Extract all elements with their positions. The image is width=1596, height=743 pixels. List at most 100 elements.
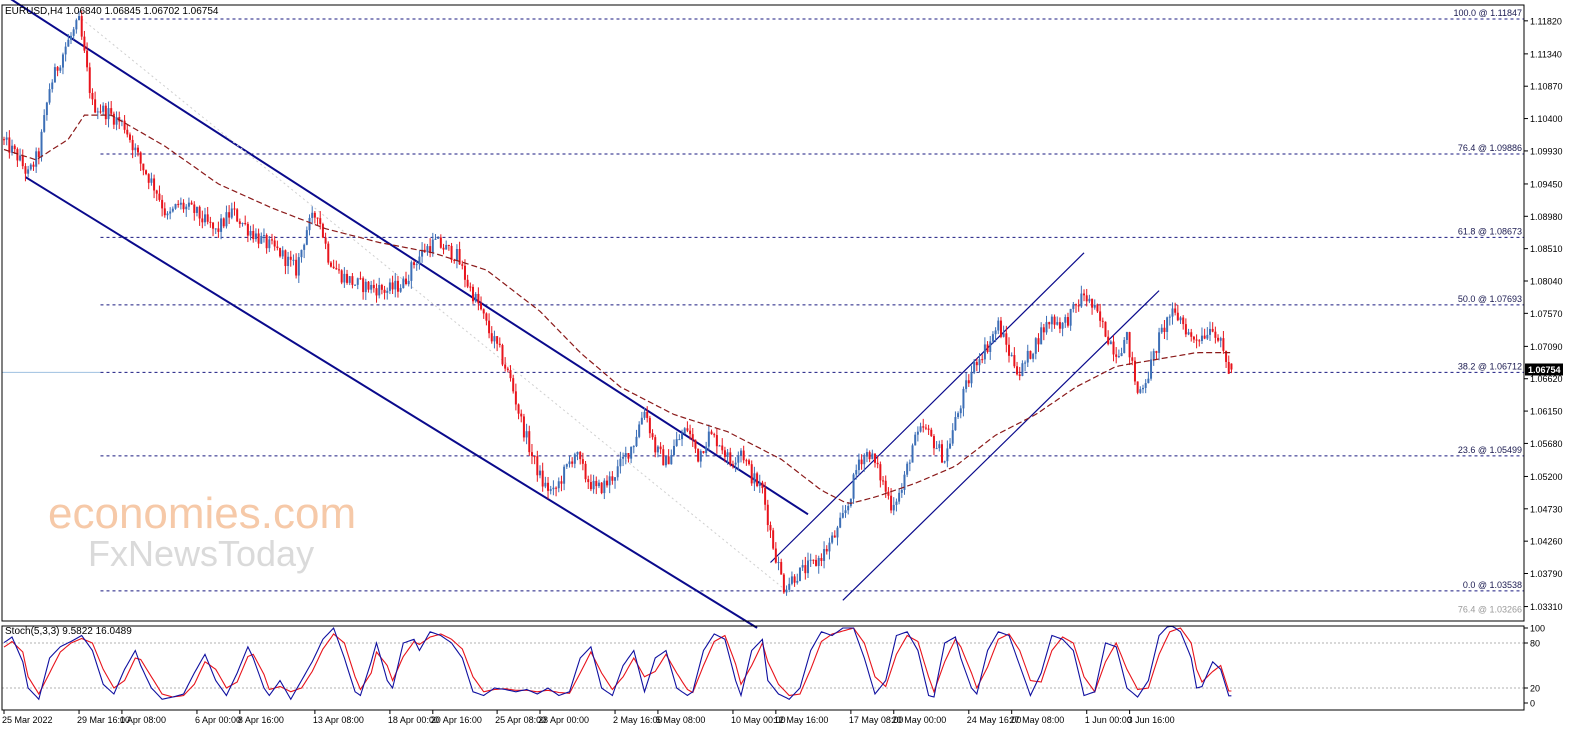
candle-bear (941, 444, 943, 463)
candle-bull (1144, 383, 1147, 388)
candle-bear (88, 67, 91, 93)
price-axis-label: 1.03790 (1530, 569, 1563, 579)
candle-bull (849, 498, 852, 506)
stoch-axis-label: 20 (1530, 684, 1540, 694)
candle-bear (1163, 327, 1166, 332)
candle-bear (147, 174, 150, 183)
candle-bull (169, 211, 172, 214)
last-price-label: 1.06754 (1528, 365, 1561, 375)
candle-bear (555, 487, 558, 489)
candle-bear (332, 266, 335, 269)
candle-bear (1182, 317, 1185, 325)
candle-bull (220, 218, 223, 232)
candle-bull (539, 470, 541, 476)
candle-bull (908, 462, 911, 464)
candle-bear (190, 202, 193, 205)
candle-bull (798, 567, 801, 581)
candle-bear (233, 208, 236, 210)
candle-bull (949, 443, 952, 449)
candle-bull (1219, 338, 1222, 341)
candle-bull (35, 151, 38, 167)
candle-bear (1174, 308, 1177, 313)
price-axis-label: 1.05200 (1530, 472, 1563, 482)
candle-bull (300, 249, 303, 258)
candle-bull (1120, 353, 1123, 357)
candle-bull (681, 433, 684, 440)
candle-bull (525, 431, 528, 438)
candle-bull (678, 439, 681, 441)
candle-bear (1227, 361, 1230, 374)
candle-bull (991, 334, 994, 342)
candle-bear (504, 364, 507, 369)
candle-bull (185, 206, 188, 210)
candle-bull (951, 430, 954, 444)
candle-bear (1184, 324, 1187, 335)
fib-level-label: 50.0 @ 1.07693 (1458, 294, 1522, 304)
candle-bear (1192, 336, 1195, 340)
uptrend-channel-line (770, 252, 1085, 563)
candle-bear (745, 460, 748, 462)
candle-bear (879, 464, 882, 481)
candle-bear (804, 565, 807, 574)
candle-bear (530, 452, 533, 457)
candle-bear (697, 448, 700, 462)
candle-bull (828, 542, 831, 552)
candle-bear (131, 139, 134, 151)
axes-layer: 1.11820 1.11340 1.10870 1.10400 1.09930 1.094… (1, 4, 1563, 725)
candle-bull (841, 513, 844, 518)
candle-bull (214, 228, 217, 230)
candle-bear (967, 380, 970, 384)
candle-bear (981, 359, 984, 361)
candle-bull (614, 477, 617, 481)
candle-bull (699, 451, 702, 462)
candle-bear (1230, 363, 1233, 370)
fib-level-label: 100.0 @ 1.11847 (1453, 8, 1522, 18)
candle-bear (627, 453, 630, 459)
candle-bear (198, 206, 201, 219)
candle-bear (662, 449, 665, 466)
candle-bear (24, 166, 27, 174)
candle-bull (616, 466, 619, 478)
candle-bear (1198, 340, 1201, 342)
candle-bear (764, 488, 767, 505)
candle-bull (597, 482, 600, 487)
candle-bull (916, 431, 919, 435)
candle-bear (123, 120, 126, 130)
candle-bull (640, 417, 643, 425)
price-axis-label: 1.08980 (1530, 212, 1563, 222)
candle-bear (21, 155, 24, 167)
candle-bull (965, 380, 968, 389)
candle-bear (498, 343, 501, 346)
candle-bear (284, 250, 287, 267)
candle-bear (930, 429, 933, 437)
candle-bear (338, 269, 340, 271)
candle-bear (391, 282, 394, 290)
candle-bear (1099, 311, 1102, 321)
candle-bear (876, 462, 879, 465)
candle-bear (1029, 350, 1032, 359)
candle-bear (1037, 338, 1040, 345)
candle-bear (986, 344, 989, 352)
moving-average-layer (3, 114, 1232, 504)
candle-bull (1026, 350, 1029, 363)
candle-bear (517, 404, 520, 414)
stoch-axis-label: 100 (1530, 624, 1545, 634)
candle-bear (1195, 339, 1198, 341)
candle-bear (257, 233, 260, 244)
candle-bull (670, 455, 673, 465)
price-axis-label: 1.03310 (1530, 602, 1563, 612)
candle-bull (900, 489, 903, 493)
candle-bull (573, 454, 576, 464)
candle-bear (1107, 336, 1110, 345)
candle-bear (560, 481, 563, 484)
candle-bear (161, 199, 164, 209)
candle-bear (820, 557, 823, 561)
candle-bear (346, 273, 349, 283)
candle-bull (664, 456, 667, 466)
candle-bull (107, 108, 110, 120)
candle-bear (324, 237, 327, 244)
candle-bear (1075, 304, 1077, 306)
time-axis-label: 20 Apr 16:00 (431, 715, 482, 725)
candle-bear (83, 36, 86, 51)
